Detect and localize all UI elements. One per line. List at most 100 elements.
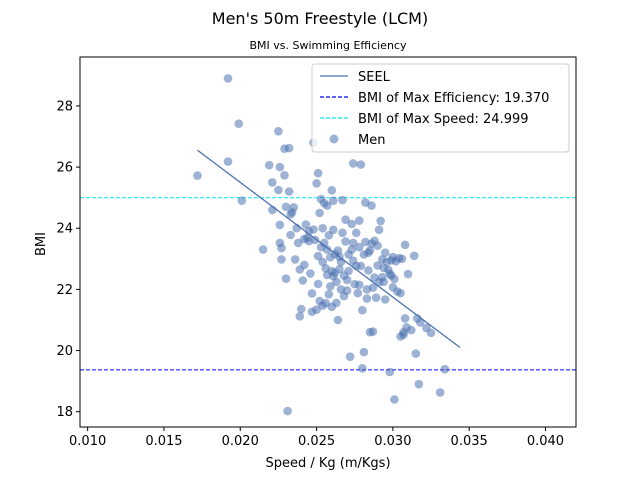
data-point: [332, 298, 341, 308]
data-point: [362, 294, 372, 303]
data-point: [416, 318, 425, 327]
x-tick-label: 0.015: [145, 434, 182, 449]
data-point: [309, 225, 318, 234]
data-point: [306, 269, 315, 278]
data-point: [313, 168, 323, 178]
legend-box: [311, 63, 570, 153]
data-point: [341, 215, 350, 224]
data-point: [345, 352, 355, 362]
data-point: [327, 186, 337, 195]
legend-label-seel: SEEL: [358, 70, 391, 85]
data-point: [373, 241, 382, 250]
data-point: [342, 286, 352, 295]
data-point: [365, 246, 375, 255]
x-tick-label: 0.040: [527, 434, 564, 449]
data-point: [411, 349, 421, 358]
x-tick-label: 0.035: [451, 434, 488, 449]
data-point: [356, 261, 366, 271]
data-point: [318, 257, 328, 267]
x-tick-label: 0.025: [298, 434, 335, 449]
data-point: [400, 314, 410, 323]
y-tick-label: 28: [56, 99, 73, 114]
x-axis: 0.010 0.015 0.020 0.025 0.030 0.035 0.040: [69, 427, 564, 449]
data-point: [355, 216, 364, 225]
data-point: [355, 242, 364, 252]
data-point: [277, 255, 286, 264]
data-point: [364, 266, 373, 275]
data-point: [348, 159, 358, 168]
data-point: [313, 251, 323, 261]
data-point: [367, 201, 376, 210]
data-point: [397, 254, 407, 264]
data-point: [426, 328, 436, 338]
legend-label-men: Men: [358, 133, 385, 148]
data-point: [281, 202, 291, 212]
data-point: [295, 312, 305, 321]
data-point: [376, 216, 386, 226]
data-point: [379, 277, 389, 287]
data-point: [368, 327, 378, 336]
data-point: [280, 171, 289, 180]
data-point: [284, 187, 294, 196]
data-point: [374, 225, 384, 235]
data-point: [313, 279, 323, 289]
data-point: [380, 295, 390, 304]
data-point: [281, 274, 291, 284]
y-tick-label: 20: [56, 344, 73, 359]
legend: SEEL BMI of Max Efficiency: 19.370 BMI o…: [311, 63, 570, 153]
plot-area: [80, 74, 576, 416]
data-point: [298, 276, 308, 285]
data-point: [403, 269, 413, 279]
y-tick-label: 26: [56, 161, 73, 176]
data-point: [319, 238, 329, 248]
data-point: [274, 127, 283, 136]
data-point: [329, 225, 338, 235]
data-point: [301, 220, 311, 229]
data-point: [318, 223, 328, 233]
x-tick-label: 0.010: [69, 434, 106, 449]
data-point: [341, 237, 350, 246]
data-point: [338, 228, 347, 238]
data-point: [332, 277, 341, 287]
data-point: [277, 243, 286, 253]
data-point: [347, 219, 357, 229]
legend-label-max-speed: BMI of Max Speed: 24.999: [358, 112, 529, 127]
data-point: [356, 160, 366, 169]
data-point: [390, 274, 399, 284]
data-point: [289, 203, 299, 212]
data-point: [310, 235, 320, 245]
x-tick-label: 0.030: [374, 434, 411, 449]
data-point: [335, 264, 344, 274]
data-point: [297, 304, 306, 314]
data-point: [223, 74, 233, 83]
data-point: [324, 290, 334, 299]
data-point: [315, 208, 324, 218]
data-point: [380, 248, 390, 257]
data-point: [326, 282, 335, 291]
data-point: [371, 293, 381, 303]
data-point: [284, 143, 294, 153]
seel-line: [197, 149, 461, 349]
data-point: [322, 201, 332, 210]
data-point: [258, 245, 268, 254]
plot-frame: [79, 56, 577, 428]
data-point: [268, 178, 277, 187]
data-point: [312, 305, 321, 314]
data-point: [264, 160, 274, 170]
data-point: [355, 280, 364, 290]
data-point: [414, 379, 424, 389]
data-point: [368, 283, 378, 292]
data-point: [237, 196, 247, 205]
data-point: [440, 364, 450, 374]
data-point: [409, 251, 419, 261]
x-axis-label: Speed / Kg (m/Kgs): [265, 456, 390, 471]
data-point: [390, 395, 399, 404]
data-point: [329, 196, 338, 205]
data-point: [406, 325, 416, 335]
data-point: [307, 289, 317, 298]
data-point: [358, 305, 367, 315]
data-point: [193, 171, 202, 180]
data-point: [300, 260, 309, 270]
data-point: [283, 406, 292, 416]
legend-swatch-men: [329, 134, 339, 144]
